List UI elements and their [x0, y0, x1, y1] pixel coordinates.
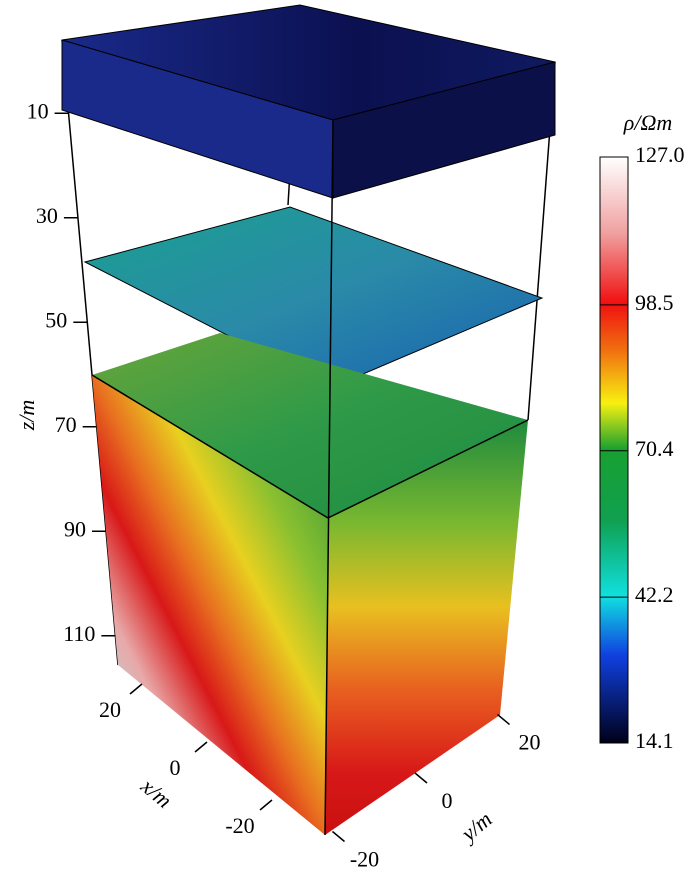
z-axis-label: z/m: [14, 400, 39, 432]
x-tick-label: 20: [99, 697, 121, 722]
y-axis-label: y/m: [455, 806, 497, 847]
y-tick: [497, 713, 510, 726]
z-tick-label: 10: [27, 98, 49, 123]
block-right: [325, 420, 528, 835]
colorbar: [599, 156, 629, 744]
colorbar-tick-label: 127.0: [635, 142, 685, 167]
z-tick-label: 90: [64, 516, 86, 541]
colorbar-tick-label: 42.2: [635, 582, 674, 607]
block-left: [92, 375, 328, 835]
z-tick-label: 50: [45, 307, 67, 332]
block-top: [92, 333, 528, 518]
z-tick-label: 70: [55, 412, 77, 437]
x-tick: [194, 741, 208, 753]
y-tick-label: -20: [350, 847, 379, 872]
frame: [324, 119, 334, 836]
colorbar-title: ρ/Ωm: [623, 110, 672, 135]
colorbar-tick-label: 70.4: [635, 436, 674, 461]
frame: [327, 419, 529, 519]
frame: [91, 374, 329, 519]
y-tick-label: 0: [442, 788, 453, 813]
colorbar-tick-label: 14.1: [635, 728, 674, 753]
x-tick: [259, 799, 273, 811]
y-tick-label: 20: [519, 730, 541, 755]
y-tick: [332, 830, 345, 843]
y-tick: [414, 772, 428, 784]
z-tick-label: 110: [63, 621, 95, 646]
x-tick-label: -20: [225, 813, 254, 838]
z-tick-label: 30: [36, 203, 58, 228]
colorbar-tick-label: 98.5: [635, 290, 674, 315]
x-tick-label: 0: [170, 755, 181, 780]
x-tick: [129, 683, 143, 695]
